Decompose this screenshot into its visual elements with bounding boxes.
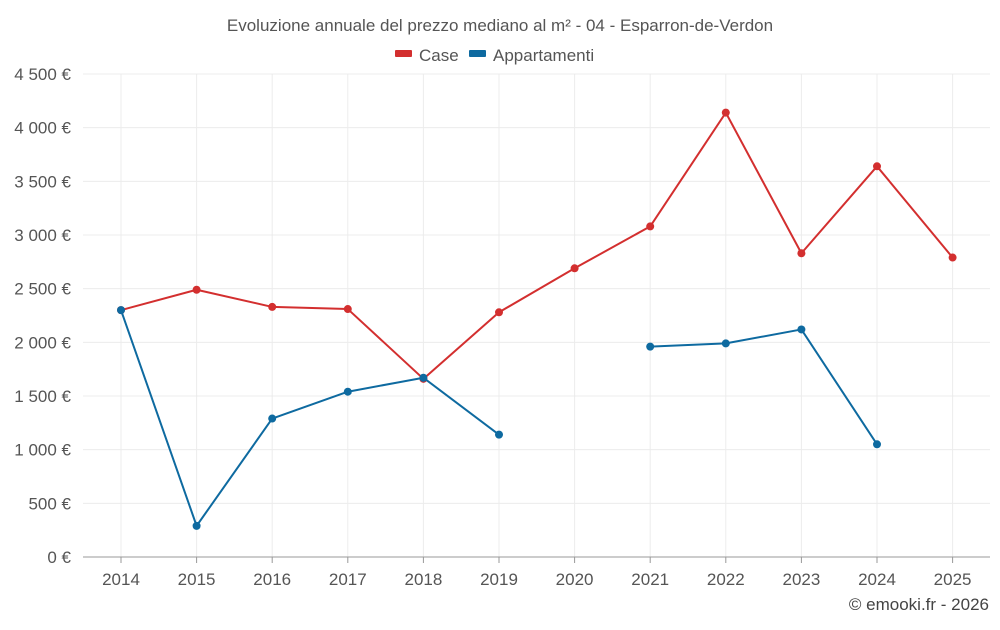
y-tick-label: 2 500 € (14, 280, 71, 299)
x-tick-label: 2015 (178, 570, 216, 589)
x-tick-label: 2019 (480, 570, 518, 589)
series-line-case (120, 111, 954, 380)
legend-label-appartamenti: Appartamenti (493, 46, 594, 65)
x-tick-label: 2016 (253, 570, 291, 589)
data-point-appartamenti-2016[interactable] (268, 414, 277, 423)
data-point-case-2020[interactable] (570, 264, 579, 273)
legend: Case Appartamenti (395, 46, 594, 65)
y-tick-label: 500 € (28, 494, 71, 513)
data-point-case-2024[interactable] (873, 162, 881, 171)
series-line-appartamenti (120, 309, 500, 527)
data-point-appartamenti-2018[interactable] (419, 373, 428, 382)
y-tick-label: 0 € (47, 548, 71, 567)
chart-title: Evoluzione annuale del prezzo mediano al… (227, 16, 773, 35)
footer-credit: © emooki.fr - 2026 (849, 595, 989, 614)
data-point-appartamenti-2017[interactable] (343, 387, 352, 396)
x-tick-label: 2020 (556, 570, 594, 589)
data-point-appartamenti-2024[interactable] (873, 440, 881, 449)
legend-item-case[interactable]: Case (395, 46, 459, 65)
data-point-case-2022[interactable] (721, 108, 730, 117)
x-tick-label: 2024 (858, 570, 896, 589)
x-tick-label: 2021 (631, 570, 669, 589)
data-point-case-2016[interactable] (268, 302, 277, 311)
legend-item-appartamenti[interactable]: Appartamenti (469, 46, 594, 65)
axes: 0 € 500 € 1 000 € 1 500 € 2 000 € 2 500 € 3 00… (14, 65, 990, 589)
data-point-case-2025[interactable] (948, 253, 957, 262)
data-point-case-2017[interactable] (343, 305, 352, 314)
series-line-appartamenti (650, 328, 878, 445)
x-tick-label: 2018 (404, 570, 442, 589)
grid (83, 73, 990, 557)
data-point-appartamenti-2021[interactable] (646, 342, 655, 351)
y-tick-label: 4 500 € (14, 65, 71, 84)
y-tick-label: 4 000 € (14, 119, 71, 138)
y-tick-label: 3 000 € (14, 226, 71, 245)
data-point-appartamenti-2014[interactable] (117, 306, 125, 315)
data-point-appartamenti-2022[interactable] (721, 339, 730, 348)
x-tick-label: 2017 (329, 570, 367, 589)
x-tick-label: 2022 (707, 570, 745, 589)
data-point-appartamenti-2015[interactable] (192, 521, 201, 530)
y-tick-label: 3 500 € (14, 172, 71, 191)
legend-label-case: Case (419, 46, 459, 65)
series-case (117, 108, 957, 383)
data-point-case-2019[interactable] (495, 308, 503, 317)
y-tick-label: 2 000 € (14, 333, 71, 352)
data-point-case-2021[interactable] (646, 222, 655, 231)
data-point-case-2023[interactable] (797, 249, 806, 258)
series-appartamenti (117, 306, 881, 530)
data-point-appartamenti-2019[interactable] (495, 430, 503, 439)
x-tick-label: 2025 (934, 570, 972, 589)
data-point-case-2015[interactable] (192, 285, 201, 294)
legend-swatch-case (395, 50, 412, 57)
x-tick-label: 2014 (102, 570, 140, 589)
y-tick-label: 1 000 € (14, 441, 71, 460)
series (117, 108, 957, 530)
legend-swatch-appartamenti (469, 50, 486, 57)
data-point-appartamenti-2023[interactable] (797, 325, 806, 334)
x-tick-label: 2023 (782, 570, 820, 589)
y-tick-label: 1 500 € (14, 387, 71, 406)
